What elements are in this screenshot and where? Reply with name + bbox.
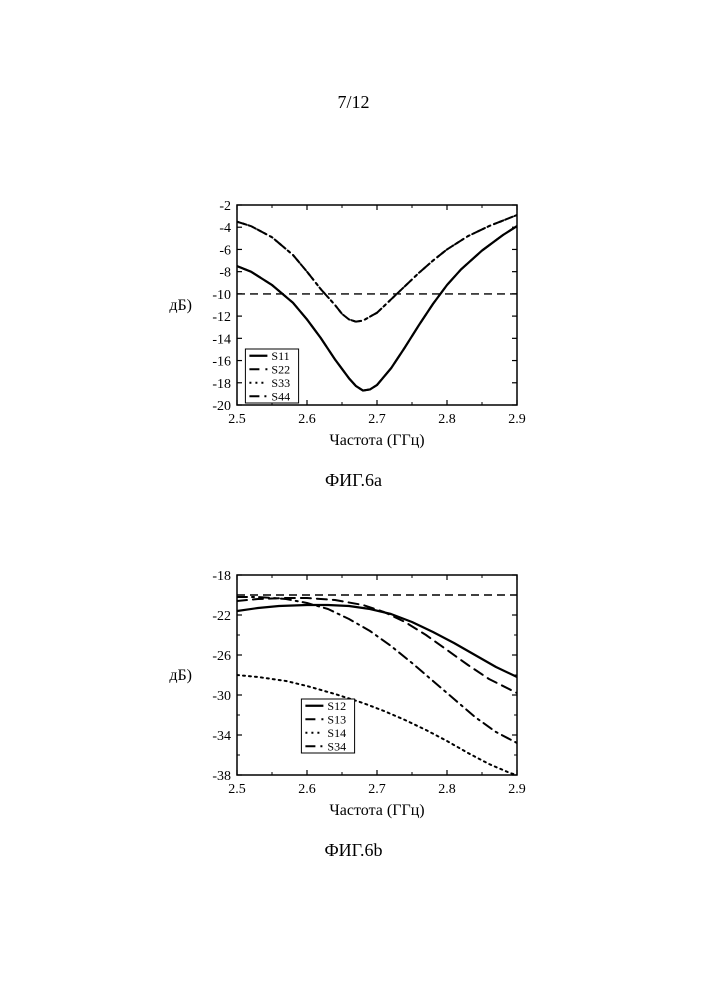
svg-text:-6: -6 <box>219 243 231 258</box>
svg-text:2.8: 2.8 <box>438 412 456 427</box>
svg-text:S34: S34 <box>327 739 346 753</box>
svg-text:-4: -4 <box>219 221 231 236</box>
svg-text:-26: -26 <box>212 649 231 664</box>
svg-text:2.7: 2.7 <box>368 782 386 797</box>
svg-text:-34: -34 <box>212 729 231 744</box>
svg-text:Частота (ГГц): Частота (ГГц) <box>329 432 424 449</box>
svg-text:S44: S44 <box>271 389 290 403</box>
svg-text:S (дБ): S (дБ) <box>169 667 192 684</box>
svg-text:-30: -30 <box>212 689 231 704</box>
svg-text:2.5: 2.5 <box>228 782 246 797</box>
svg-text:S14: S14 <box>327 726 346 740</box>
svg-text:-12: -12 <box>212 310 231 325</box>
svg-text:2.9: 2.9 <box>508 412 526 427</box>
svg-text:S11: S11 <box>271 349 289 363</box>
chart-a-caption: ФИГ.6a <box>0 470 707 491</box>
chart-a-svg: 2.5 2.6 2.7 2.8 2.9 -20 -18 -16 -14 -12 -10 -8 -6 -4 -… <box>169 190 539 450</box>
svg-text:-22: -22 <box>212 609 231 624</box>
svg-text:2.9: 2.9 <box>508 782 526 797</box>
svg-text:2.6: 2.6 <box>298 782 316 797</box>
svg-text:-20: -20 <box>212 399 231 414</box>
svg-text:S33: S33 <box>271 376 290 390</box>
svg-text:S (дБ): S (дБ) <box>169 297 192 314</box>
svg-text:S12: S12 <box>327 699 346 713</box>
svg-text:-16: -16 <box>212 355 231 370</box>
svg-text:2.6: 2.6 <box>298 412 316 427</box>
chart-b-block: 2.5 2.6 2.7 2.8 2.9 -38 -34 -30 -26 -22 -18 Частота… <box>0 560 707 861</box>
svg-text:2.5: 2.5 <box>228 412 246 427</box>
svg-text:S22: S22 <box>271 362 290 376</box>
svg-text:-10: -10 <box>212 288 231 303</box>
svg-text:-2: -2 <box>219 199 231 214</box>
svg-text:-18: -18 <box>212 377 231 392</box>
chart-b-caption: ФИГ.6b <box>0 840 707 861</box>
svg-text:2.7: 2.7 <box>368 412 386 427</box>
page: 7/12 2.5 2.6 2.7 2.8 2.9 -20 -18 -16 -14 -12 -10 -8… <box>0 0 707 1000</box>
chart-b-svg: 2.5 2.6 2.7 2.8 2.9 -38 -34 -30 -26 -22 -18 Частота… <box>169 560 539 820</box>
svg-text:-14: -14 <box>212 332 231 347</box>
svg-text:2.8: 2.8 <box>438 782 456 797</box>
svg-text:-8: -8 <box>219 266 231 281</box>
svg-text:-18: -18 <box>212 569 231 584</box>
chart-a-block: 2.5 2.6 2.7 2.8 2.9 -20 -18 -16 -14 -12 -10 -8 -6 -4 -… <box>0 190 707 491</box>
svg-text:-38: -38 <box>212 769 231 784</box>
svg-text:S13: S13 <box>327 712 346 726</box>
page-number: 7/12 <box>0 92 707 113</box>
svg-text:Частота (ГГц): Частота (ГГц) <box>329 802 424 819</box>
